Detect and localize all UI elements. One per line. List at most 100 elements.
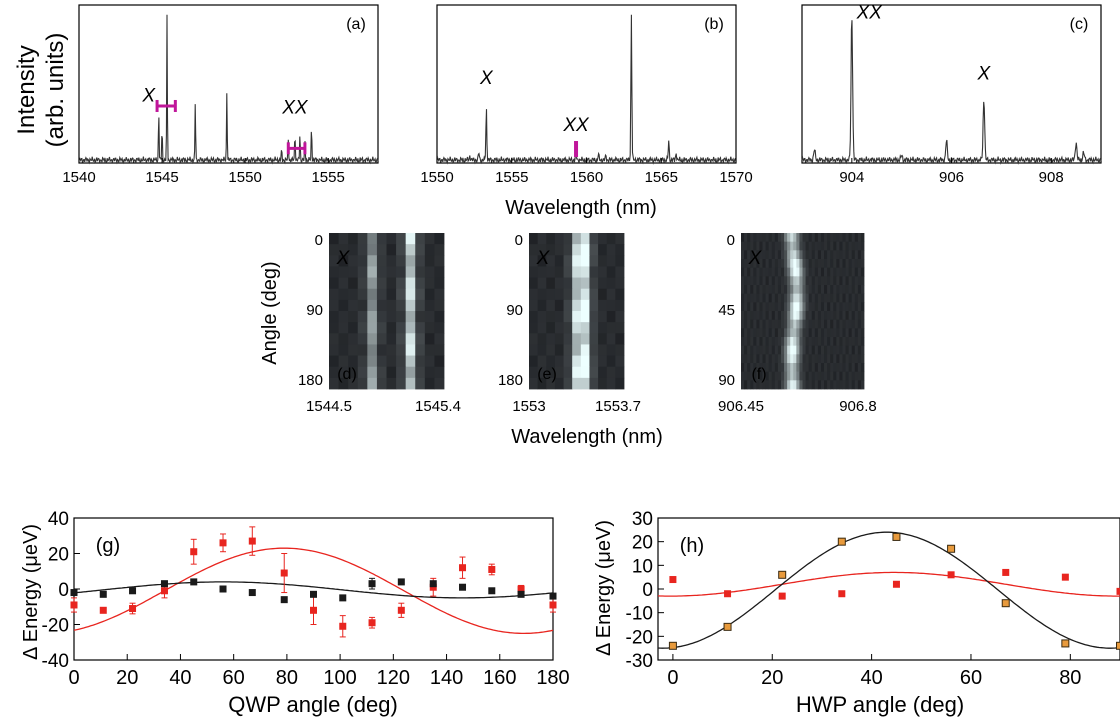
data-point-h-series1 [1116,641,1120,650]
heatmap-cell-f [753,302,757,312]
heatmap-cell-e [546,344,556,356]
heatmap-cell-f [768,276,773,286]
heatmap-cell-e [606,311,616,323]
heatmap-cell-f [839,250,843,260]
y-tick-label-f: 0 [727,232,735,249]
heatmap-cell-f [744,328,748,338]
data-point-g-series1 [517,590,525,598]
heatmap-cell-f [750,285,754,295]
heatmap-cell-f [802,345,806,355]
heatmap-cell-f [787,293,791,303]
heatmap-cell-f [762,363,766,373]
data-point-g-series1 [549,592,557,600]
heatmap-cell-f [762,328,766,338]
heatmap-cell-d [434,277,445,290]
y-tick-label-e: 90 [506,302,523,319]
heatmap-cell-f [860,259,865,269]
heatmap-cell-e [537,255,547,267]
heatmap-cell-f [771,380,776,390]
heatmap-cell-f [741,285,745,295]
heatmap-cell-f [762,311,766,321]
y-tick-label-h: -30 [626,651,653,672]
heatmap-cell-f [784,276,788,286]
heatmap-cell-f [836,337,840,347]
heatmap-cell-f [780,380,785,390]
heatmap-cell-f [814,337,819,347]
heatmap-cell-f [774,345,779,355]
heatmap-cell-f [817,250,822,260]
heatmap-cell-f [845,319,850,329]
heatmap-cell-f [827,380,831,390]
heatmap-cell-d [396,366,407,379]
heatmap-cell-f [744,371,748,381]
heatmap-cell-f [857,311,862,321]
heatmap-cell-f [750,241,754,251]
heatmap-cell-f [790,371,794,381]
heatmap-cell-e [563,366,573,379]
heatmap-cell-f [833,337,837,347]
x-tick-label-h: 80 [1059,667,1081,689]
heatmap-cell-f [765,276,770,286]
heatmap-cell-f [793,354,797,364]
heatmap-cell-f [787,328,791,338]
heatmap-cell-d [386,255,397,267]
heatmap-cell-f [830,302,834,312]
heatmap-cell-f [842,259,846,269]
heatmap-cell-f [759,267,763,277]
heatmap-cell-f [802,267,806,277]
heatmap-cell-e [546,322,556,334]
heatmap-cell-d [338,288,349,301]
heatmap-cell-f [833,276,837,286]
heatmap-cell-e [546,377,556,390]
heatmap-cell-f [777,363,782,373]
heatmap-cell-f [857,345,862,355]
heatmap-cell-f [802,319,806,329]
heatmap-cell-f [839,233,843,243]
heatmap-cell-f [762,285,766,295]
heatmap-cell-f [765,354,770,364]
heatmap-cell-f [845,276,850,286]
heatmap-cell-f [759,233,763,243]
heatmap-cell-e [606,244,616,256]
heatmap-cell-d [348,266,359,278]
x-tick-label-g: 180 [536,667,569,689]
heatmap-cell-f [777,328,782,338]
heatmap-cell-d [405,355,416,368]
heatmap-cell-f [820,276,825,286]
x-tick-label-g: 100 [323,667,356,689]
heatmap-cell-f [744,267,748,277]
heatmap-cell-e [589,255,599,267]
heatmap-cell-e [580,244,590,256]
heatmap-cell-d [376,299,387,312]
heatmap-cell-d [396,233,407,245]
heatmap-cell-e [546,288,556,301]
heatmap-cell-f [790,285,794,295]
heatmap-cell-f [793,328,797,338]
heatmap-cell-f [765,311,770,321]
heatmap-cell-d [329,344,339,356]
heatmap-cell-f [744,363,748,373]
heatmap-cell-e [589,366,599,379]
heatmap-cell-f [774,267,779,277]
heatmap-cell-d [348,344,359,356]
heatmap-cell-d [405,333,416,345]
heatmap-cell-f [741,311,745,321]
heatmap-cell-f [799,293,803,303]
heatmap-cell-e [606,377,616,390]
heatmap-cell-f [839,311,843,321]
heatmap-cell-f [854,302,859,312]
heatmap-cell-f [780,311,785,321]
y-tick-label-d: 180 [298,372,323,389]
panel-frame-c [801,4,1102,164]
data-point-g-series0 [248,537,256,545]
heatmap-cell-f [833,233,837,243]
heatmap-cell-f [848,363,853,373]
heatmap-cell-f [836,363,840,373]
heatmap-cell-f [762,267,766,277]
heatmap-cell-e [529,233,539,245]
heatmap-cell-f [830,259,834,269]
data-point-g-series1 [160,580,168,588]
heatmap-cell-f [780,319,785,329]
